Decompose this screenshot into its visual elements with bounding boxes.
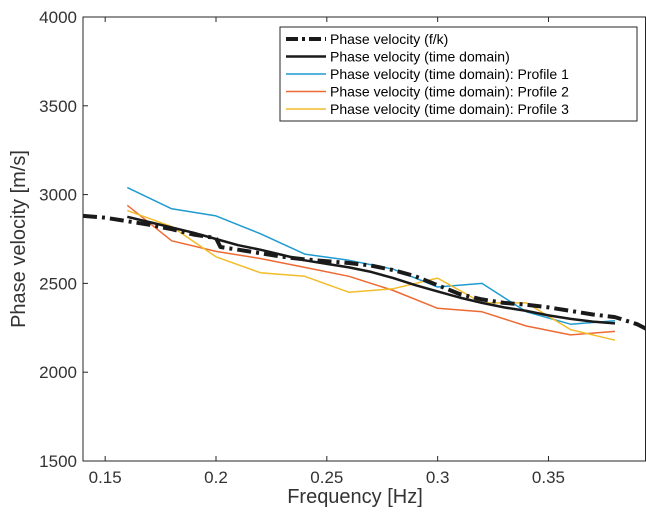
legend-label: Phase velocity (f/k): [330, 31, 448, 47]
y-tick-label: 2000: [39, 363, 77, 382]
series-line-4: [126, 204, 616, 336]
legend-label: Phase velocity (time domain): Profile 2: [330, 84, 569, 100]
y-tick-label: 3000: [39, 186, 77, 205]
y-tick-label: 1500: [39, 452, 77, 471]
series-line-3: [126, 186, 616, 325]
x-axis-title: Frequency [Hz]: [287, 486, 423, 508]
x-tick-label: 0.25: [310, 468, 343, 487]
x-tick-label: 0.15: [89, 468, 122, 487]
legend-label: Phase velocity (time domain): [330, 49, 510, 65]
legend-label: Phase velocity (time domain): Profile 1: [330, 66, 569, 82]
y-tick-label: 2500: [39, 274, 77, 293]
y-tick-label: 4000: [39, 8, 77, 27]
y-axis-title: Phase velocity [m/s]: [8, 150, 30, 328]
x-tick-label: 0.2: [204, 468, 228, 487]
x-tick-label: 0.3: [426, 468, 450, 487]
legend-box: [279, 26, 638, 122]
legend: Phase velocity (f/k) Phase velocity (time…: [279, 26, 638, 122]
legend-label: Phase velocity (time domain): Profile 3: [330, 101, 569, 117]
ticks-layer: 0.15 0.2 0.25 0.3 0.35 1500 2000 2500 3000 3500 40…: [39, 8, 565, 487]
series-line-1: [83, 213, 646, 331]
series-layer: [83, 186, 646, 341]
x-tick-label: 0.35: [532, 468, 565, 487]
y-tick-label: 3500: [39, 97, 77, 116]
